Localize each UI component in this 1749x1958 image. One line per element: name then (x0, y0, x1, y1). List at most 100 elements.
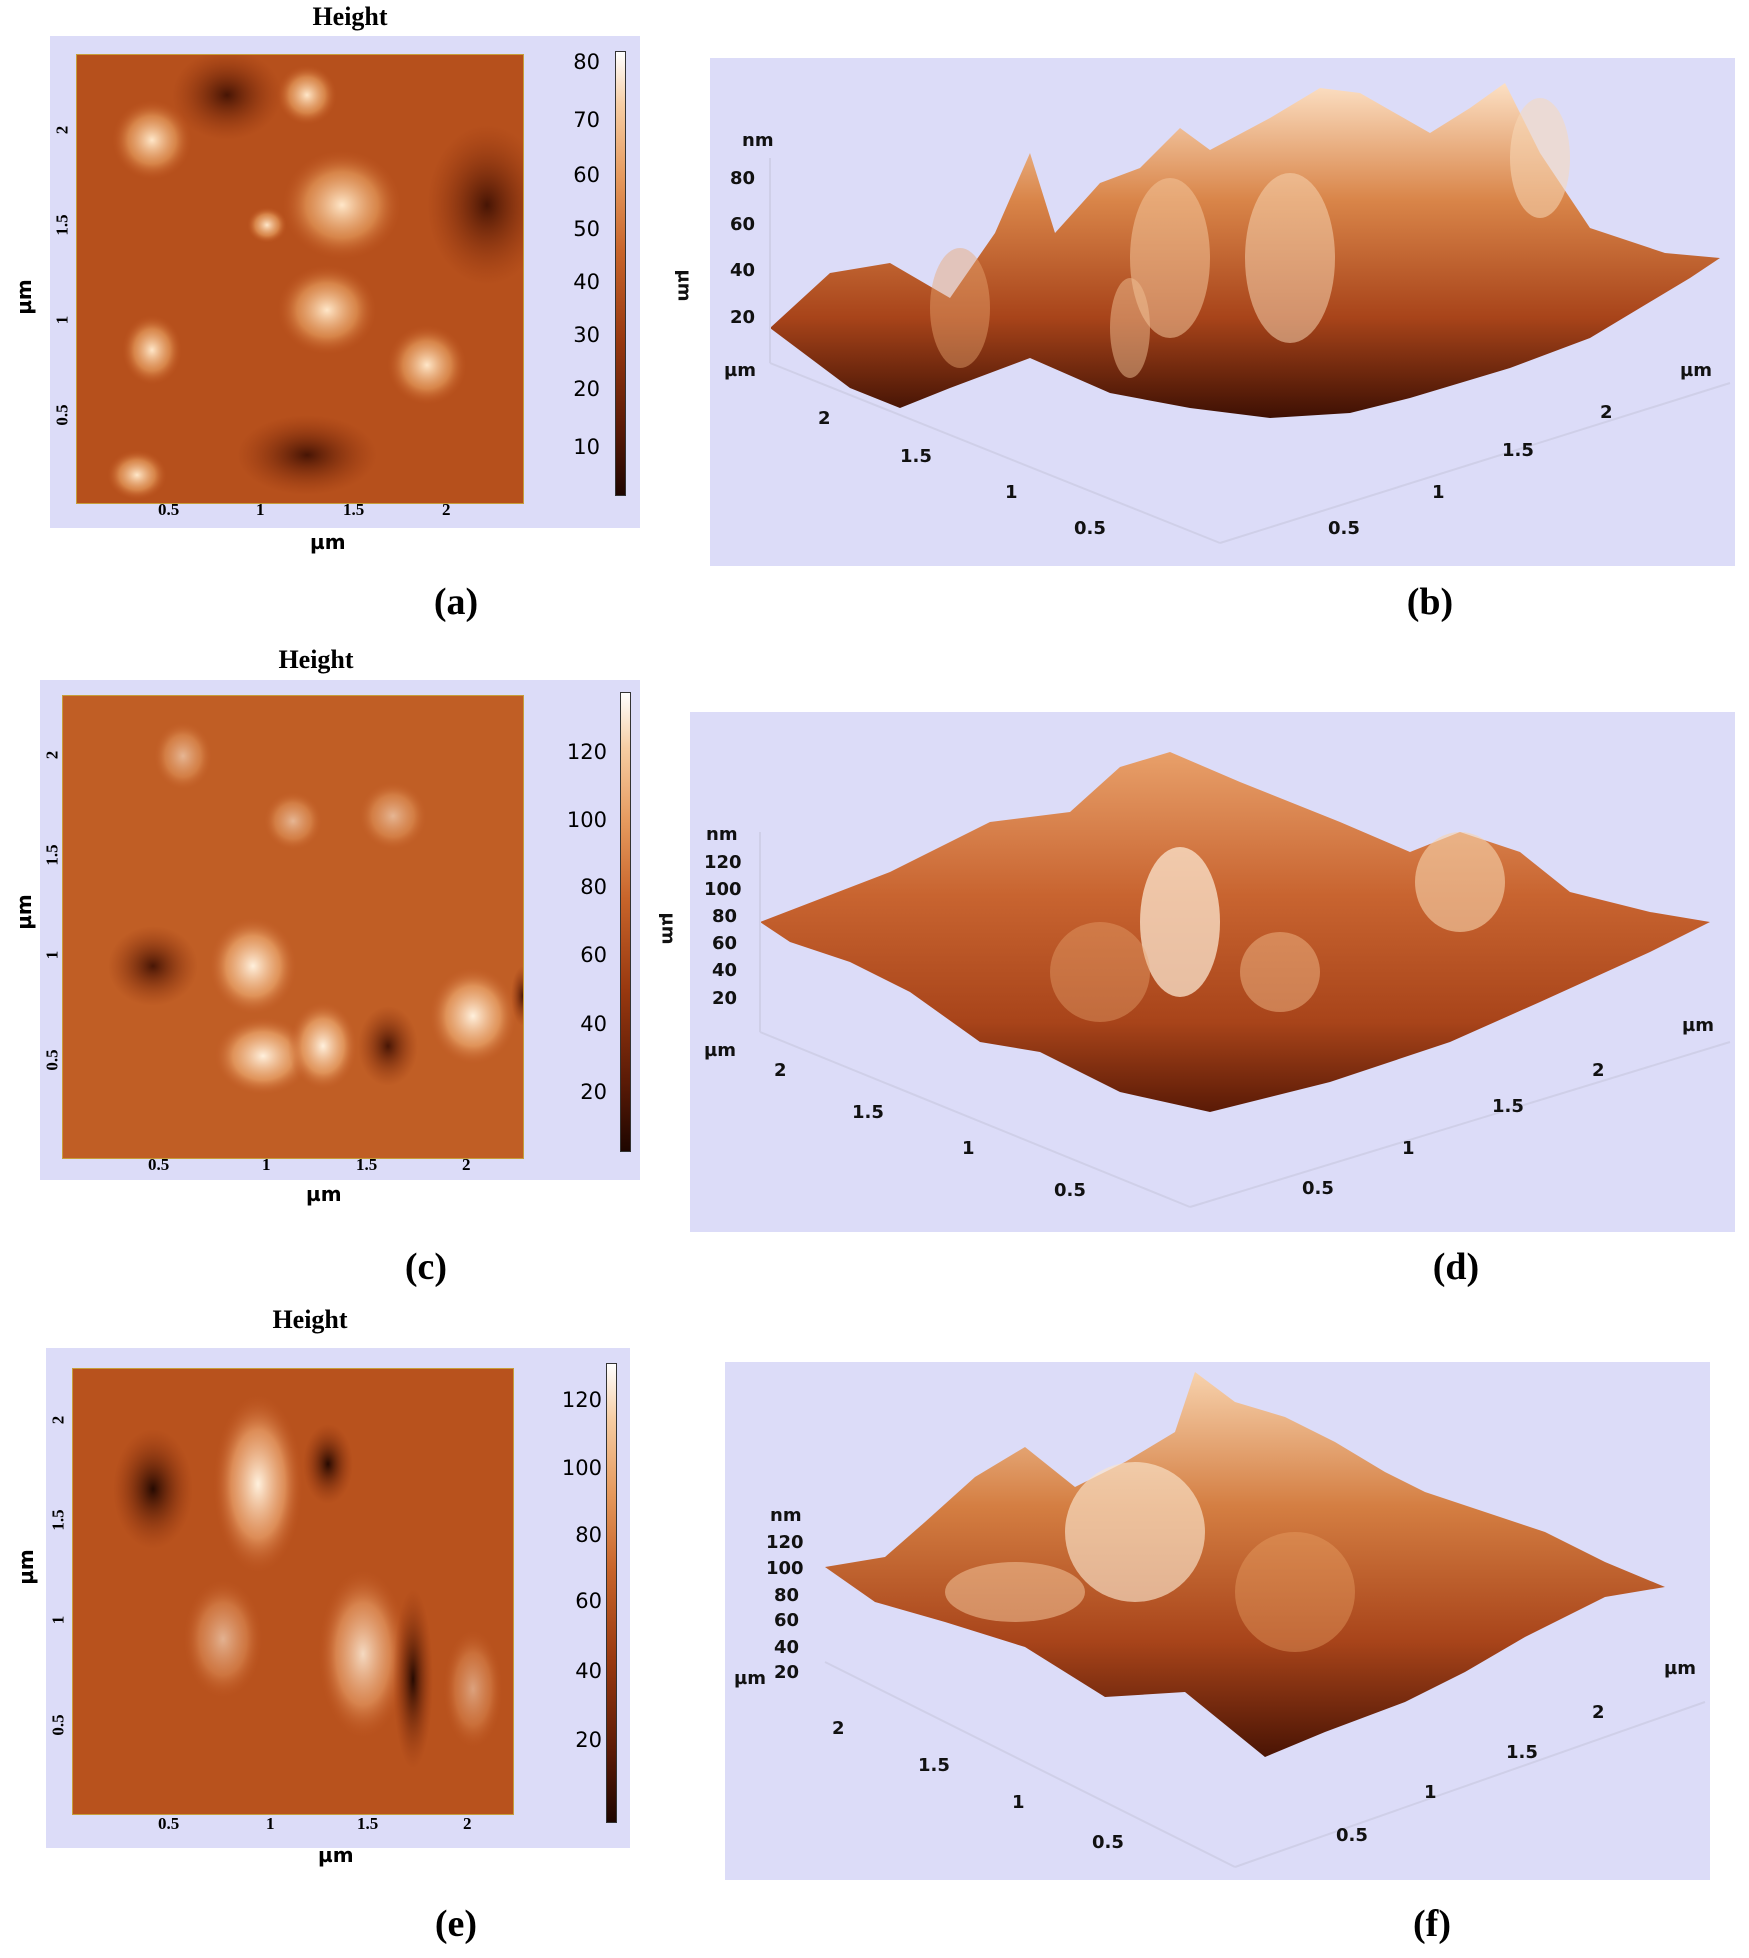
y-tick: 1.5 (42, 844, 62, 866)
map-heading: Height (278, 645, 354, 674)
z-tick: 40 (712, 960, 738, 981)
x-tick: 2 (463, 1814, 472, 1833)
z-tick: 60 (712, 933, 738, 954)
z-tick: 80 (774, 1585, 800, 1606)
left-tick: 0.5 (1092, 1832, 1124, 1853)
x-tick: 2 (442, 500, 451, 519)
left-tick: 0.5 (1074, 518, 1106, 539)
colorbar-tick: 80 (575, 1523, 602, 1547)
right-axis-unit: µm (1682, 1015, 1715, 1036)
x-tick: 1 (262, 1155, 271, 1174)
y-tick: 2 (42, 750, 62, 760)
y-tick: 0.5 (42, 1049, 62, 1071)
colorbar-tick: 30 (573, 323, 600, 347)
colorbar-tick: 120 (566, 740, 607, 764)
z-tick: 40 (774, 1637, 800, 1658)
x-tick: 1 (266, 1814, 275, 1833)
right-tick: 0.5 (1328, 518, 1360, 539)
z-tick: 80 (712, 906, 738, 927)
map-heading: Height (272, 1305, 348, 1334)
y-tick: 1.5 (48, 1509, 68, 1531)
left-tick: 0.5 (1054, 1180, 1086, 1201)
y-tick: 1 (42, 950, 62, 960)
left-tick: 1 (1012, 1792, 1025, 1813)
left-tick: 1.5 (852, 1102, 884, 1123)
right-tick: 1 (1432, 482, 1445, 503)
y-tick: 2 (52, 125, 72, 135)
z-tick: 20 (712, 988, 738, 1009)
panel-caption-b: (b) (1406, 581, 1454, 623)
panel-caption-e: (e) (434, 1903, 478, 1945)
x-tick: 0.5 (158, 500, 180, 519)
y-tick: 2 (48, 1415, 68, 1425)
z-tick: 120 (766, 1532, 804, 1553)
left-axis-unit: µm (704, 1040, 737, 1061)
z-tick: 40 (730, 260, 756, 281)
afm-3d-surface-panel (710, 58, 1735, 566)
afm-height-map-image (72, 1368, 514, 1815)
left-tick: 1 (962, 1138, 975, 1159)
right-tick: 0.5 (1336, 1825, 1368, 1846)
y-tick: 1.5 (52, 214, 72, 236)
x-tick: 0.5 (158, 1814, 180, 1833)
colorbar-tick: 80 (580, 875, 607, 899)
afm-3d-surface-image (824, 1372, 1706, 1868)
z-tick: 120 (704, 852, 742, 873)
right-tick: 2 (1592, 1702, 1605, 1723)
left-tick: 1.5 (918, 1755, 950, 1776)
z-axis-unit: nm (770, 1505, 802, 1526)
colorbar-tick: 40 (573, 270, 600, 294)
right-tick: 0.5 (1302, 1178, 1334, 1199)
height-colorbar (615, 51, 626, 496)
colorbar-tick: 100 (561, 1456, 602, 1480)
z-tick: 80 (730, 168, 756, 189)
colorbar-tick: 60 (575, 1589, 602, 1613)
side-unit: µm (657, 912, 679, 945)
colorbar-tick: 40 (580, 1012, 607, 1036)
height-colorbar (620, 692, 631, 1152)
y-axis-unit: µm (11, 279, 36, 315)
y-axis-unit: µm (11, 894, 36, 930)
left-tick: 1 (1005, 482, 1018, 503)
afm-height-map-panel (46, 1348, 630, 1848)
colorbar-tick: 20 (573, 377, 600, 401)
y-tick: 0.5 (52, 404, 72, 426)
side-unit: µm (673, 269, 695, 302)
panel-caption-f: (f) (1413, 1903, 1451, 1945)
y-tick: 1 (52, 315, 72, 325)
afm-3d-surface-panel (725, 1362, 1710, 1880)
z-tick: 60 (730, 214, 756, 235)
afm-3d-surface-image (769, 83, 1731, 544)
afm-3d-surface-panel (690, 712, 1735, 1232)
left-tick: 2 (774, 1060, 787, 1081)
y-tick: 1 (48, 1615, 68, 1625)
right-axis-unit: µm (1680, 360, 1713, 381)
x-tick: 1 (256, 500, 265, 519)
colorbar-tick: 40 (575, 1659, 602, 1683)
z-tick: 100 (766, 1558, 804, 1579)
panel-caption-a: (a) (433, 581, 479, 623)
map-heading: Height (312, 2, 388, 31)
x-tick: 1.5 (357, 1814, 379, 1833)
colorbar-tick: 60 (580, 943, 607, 967)
z-tick: 20 (774, 1662, 800, 1683)
z-tick: 100 (704, 879, 742, 900)
x-axis-unit: µm (306, 1182, 342, 1206)
z-axis-unit: nm (742, 130, 774, 151)
colorbar-tick: 100 (566, 808, 607, 832)
colorbar-tick: 70 (573, 108, 600, 132)
height-colorbar (606, 1363, 617, 1823)
left-axis-unit: µm (724, 360, 757, 381)
afm-height-map-panel (50, 36, 640, 528)
x-tick: 1.5 (343, 500, 365, 519)
left-tick: 2 (818, 408, 831, 429)
afm-3d-surface-image (759, 752, 1731, 1208)
right-tick: 1.5 (1492, 1096, 1524, 1117)
colorbar-tick: 120 (561, 1388, 602, 1412)
afm-height-map-panel (40, 680, 640, 1180)
right-tick: 1 (1402, 1138, 1415, 1159)
colorbar-tick: 60 (573, 163, 600, 187)
right-tick: 1.5 (1502, 440, 1534, 461)
left-tick: 1.5 (900, 446, 932, 467)
right-axis-unit: µm (1664, 1658, 1697, 1679)
